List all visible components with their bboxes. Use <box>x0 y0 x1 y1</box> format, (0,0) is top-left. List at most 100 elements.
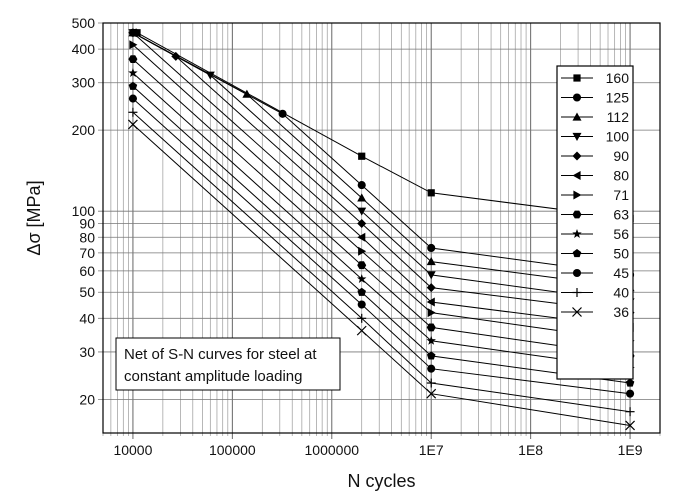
x-tick-labels: 10000 100000 1000000 1E7 1E8 1E9 <box>113 442 642 458</box>
y-tick-label: 200 <box>72 122 96 138</box>
legend-label: 112 <box>607 109 630 125</box>
legend-marker <box>572 307 582 317</box>
legend-marker <box>572 171 581 180</box>
series-45 <box>128 94 635 398</box>
data-point <box>426 271 436 280</box>
y-tick-label: 90 <box>79 216 95 232</box>
legend-marker <box>572 229 582 238</box>
data-point <box>426 297 435 307</box>
legend-marker <box>572 268 582 278</box>
series-line <box>132 44 631 342</box>
data-point <box>128 94 137 103</box>
legend-label: 40 <box>613 285 629 301</box>
data-point <box>426 351 436 360</box>
legend-item: 100 <box>561 129 629 145</box>
series-line <box>132 98 631 395</box>
legend-label: 63 <box>613 207 629 223</box>
legend-marker <box>572 132 582 141</box>
legend: 160 125 112 100 90 80 71 63 56 50 45 40 36 <box>556 65 634 380</box>
data-point <box>128 81 138 90</box>
data-point <box>358 152 366 160</box>
series-line <box>136 32 631 219</box>
series-line <box>132 32 631 328</box>
legend-item: 112 <box>561 109 629 125</box>
data-point <box>357 261 367 270</box>
series-36 <box>128 119 635 431</box>
series-line <box>132 85 631 384</box>
x-tick-label: 1000000 <box>305 442 360 458</box>
x-tick-label: 10000 <box>113 442 152 458</box>
legend-marker <box>573 190 582 200</box>
series-90 <box>128 28 635 318</box>
data-point <box>357 313 367 323</box>
y-tick-label: 100 <box>72 203 96 219</box>
data-point <box>357 287 366 296</box>
data-point <box>128 28 137 38</box>
series-line <box>132 72 631 370</box>
y-tick-label: 400 <box>72 41 96 57</box>
data-point <box>128 119 138 130</box>
data-point <box>357 193 367 202</box>
data-point <box>625 378 635 387</box>
y-tick-label: 30 <box>79 344 95 360</box>
data-point <box>625 420 635 431</box>
legend-marker <box>572 210 582 219</box>
legend-marker <box>572 112 582 121</box>
x-tick-label: 100000 <box>209 442 256 458</box>
y-tick-label: 20 <box>79 391 95 407</box>
legend-marker <box>572 288 582 297</box>
legend-marker <box>573 74 581 82</box>
y-tick-label: 500 <box>72 15 96 31</box>
data-point <box>358 246 367 256</box>
y-tick-label: 40 <box>79 310 95 326</box>
data-point <box>426 388 437 399</box>
data-point <box>357 300 366 309</box>
legend-label: 90 <box>613 148 629 164</box>
data-point <box>357 181 366 190</box>
annotation-box: Net of S-N curves for steel at constant … <box>115 337 341 391</box>
y-axis-title: Δσ [MPa] <box>24 180 44 255</box>
legend-marker <box>572 151 582 161</box>
legend-item: 63 <box>561 207 629 223</box>
y-tick-label: 80 <box>79 229 95 245</box>
data-point <box>357 207 367 216</box>
legend-label: 45 <box>613 265 629 281</box>
data-point <box>426 257 436 266</box>
data-point <box>625 407 635 417</box>
legend-frame <box>556 65 634 380</box>
series-line <box>132 111 631 413</box>
legend-label: 50 <box>613 246 629 262</box>
legend-item: 45 <box>561 265 629 281</box>
series-layer <box>128 28 635 431</box>
data-point <box>278 109 287 118</box>
legend-item: 90 <box>561 148 629 164</box>
series-50 <box>128 81 635 387</box>
legend-item: 160 <box>561 70 629 86</box>
data-point <box>427 308 436 318</box>
data-point <box>128 107 138 117</box>
annotation-line: constant amplitude loading <box>124 368 302 385</box>
series-40 <box>128 107 635 417</box>
legend-marker <box>572 249 582 258</box>
data-point <box>356 325 367 336</box>
data-point <box>426 323 436 332</box>
x-tick-label: 1E8 <box>518 442 543 458</box>
data-point <box>171 51 181 61</box>
data-point <box>357 274 367 283</box>
data-point <box>205 71 215 80</box>
annotation-line: Net of S-N curves for steel at <box>124 346 317 363</box>
data-point <box>426 335 436 345</box>
legend-item: 56 <box>561 226 629 242</box>
data-point <box>128 68 138 78</box>
y-tick-label: 60 <box>79 263 95 279</box>
legend-label: 100 <box>606 129 630 145</box>
legend-item: 125 <box>561 90 629 106</box>
series-line <box>132 58 631 357</box>
legend-item: 50 <box>561 246 629 262</box>
legend-label: 160 <box>606 70 630 86</box>
data-point <box>426 283 436 293</box>
plot-frame <box>102 22 661 434</box>
x-tick-label: 1E9 <box>618 442 643 458</box>
